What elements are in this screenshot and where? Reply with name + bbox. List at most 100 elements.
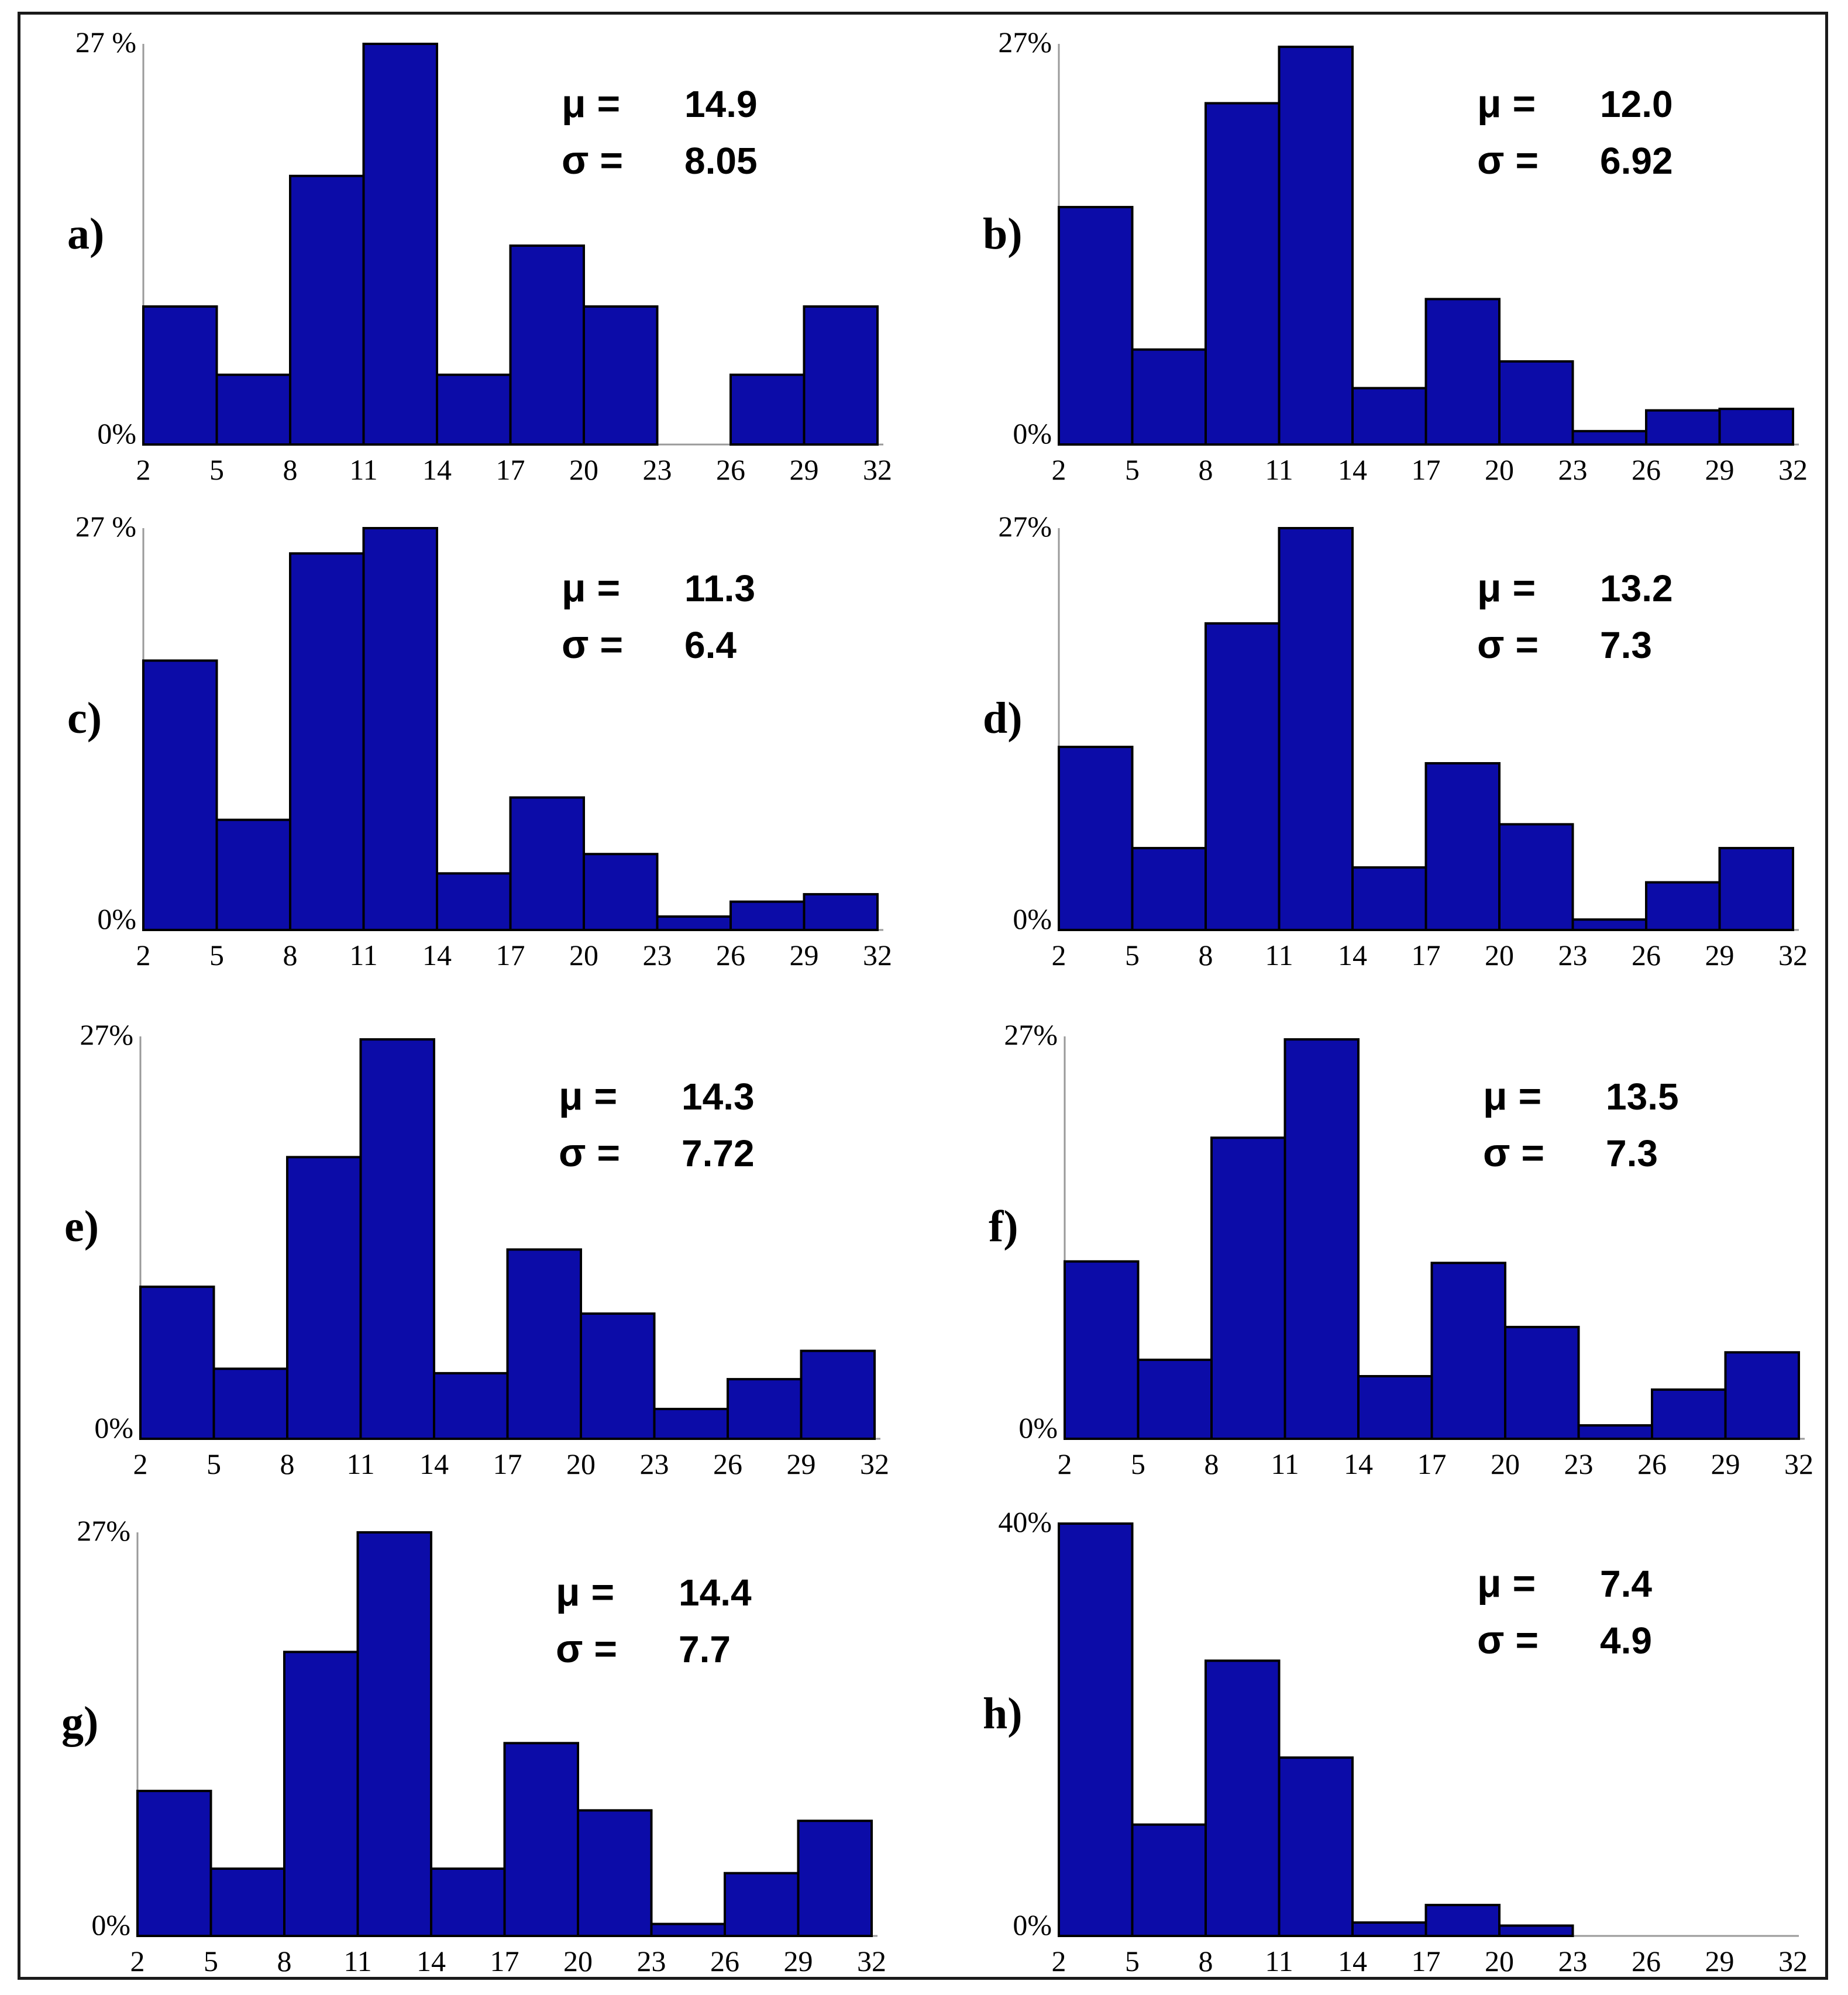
- histogram-bar: [803, 305, 879, 446]
- mu-value: 14.3: [682, 1076, 755, 1118]
- y-max-label: 27%: [77, 1514, 130, 1547]
- mu-label: μ =: [556, 1570, 614, 1614]
- mu-label: μ =: [562, 566, 620, 610]
- x-tick-label: 26: [1632, 1945, 1661, 1977]
- x-tick-label: 20: [569, 453, 598, 486]
- x-tick-label: 17: [1412, 453, 1441, 486]
- x-tick-label: 11: [1271, 1448, 1299, 1480]
- histogram-bar: [142, 305, 218, 446]
- histogram-bar: [729, 373, 806, 446]
- x-tick-label: 11: [343, 1945, 371, 1977]
- histogram-panel-1: 27 % 0%2 5 8 11 14 17 20 23 26 29 32 a) μ = 14.9 σ = 8.0…: [67, 26, 892, 486]
- x-tick-label: 5: [1131, 1448, 1145, 1480]
- x-tick-label: 5: [204, 1945, 218, 1977]
- sigma-value: 7.3: [1600, 624, 1652, 666]
- x-tick-label: 32: [860, 1448, 889, 1480]
- x-tick-label: 11: [349, 453, 377, 486]
- histogram-bar: [583, 853, 659, 931]
- histogram-bar: [1210, 1136, 1286, 1440]
- x-tick-label: 2: [1052, 939, 1066, 971]
- y-max-label: 27%: [1004, 1018, 1058, 1051]
- mu-label: μ =: [562, 81, 620, 126]
- histogram-bar: [729, 900, 806, 931]
- histogram-bar: [1131, 847, 1207, 931]
- histogram-bar: [506, 1248, 582, 1441]
- histogram-bar: [1357, 1374, 1433, 1441]
- x-tick-label: 26: [716, 453, 745, 486]
- x-tick-label: 14: [419, 1448, 449, 1480]
- x-tick-label: 29: [1711, 1448, 1740, 1480]
- histogram-bar: [1424, 298, 1501, 446]
- x-tick-label: 32: [1778, 939, 1808, 971]
- histogram-bar: [289, 174, 365, 446]
- x-tick-label: 32: [863, 939, 892, 971]
- x-tick-label: 14: [1338, 453, 1367, 486]
- y-max-label: 27%: [998, 510, 1052, 543]
- histogram-bar: [1058, 206, 1134, 446]
- histogram-bar: [1718, 408, 1794, 446]
- histogram-bar: [1498, 1924, 1574, 1937]
- mu-label: μ =: [1477, 566, 1536, 610]
- x-tick-label: 8: [283, 453, 298, 486]
- histogram-bar: [797, 1820, 873, 1937]
- histogram-panel-6: 27% 0%2 5 8 11 14 17 20 23 26 29 32 f) μ = 13.5 σ = 7.3: [989, 1018, 1813, 1480]
- sigma-label: σ =: [562, 622, 623, 667]
- x-tick-label: 32: [857, 1945, 886, 1977]
- histogram-bar: [577, 1809, 653, 1937]
- x-tick-label: 29: [790, 453, 819, 486]
- panel-label: c): [67, 694, 102, 743]
- x-tick-label: 26: [716, 939, 745, 971]
- histogram-panel-5: 27% 0%2 5 8 11 14 17 20 23 26 29 32 e) μ = 14.3 σ = 7.72: [64, 1018, 889, 1480]
- histogram-panel-3: 27 % 0%2 5 8 11 14 17 20 23 26 29 32 c) μ = 11.3 σ = 6.4: [67, 510, 892, 971]
- histogram-bar: [727, 1378, 803, 1440]
- histogram-bar: [356, 1531, 432, 1937]
- y-min-label: 0%: [1013, 417, 1052, 450]
- x-tick-label: 23: [640, 1448, 669, 1480]
- sigma-value: 7.72: [682, 1132, 755, 1174]
- histogram-bar: [215, 818, 291, 931]
- y-min-label: 0%: [1013, 902, 1052, 935]
- histogram-bar: [509, 244, 585, 446]
- histogram-bar: [1351, 866, 1427, 931]
- y-max-label: 27 %: [75, 510, 136, 543]
- x-tick-label: 14: [1338, 939, 1367, 971]
- x-tick-label: 17: [1412, 939, 1441, 971]
- sigma-value: 7.3: [1606, 1132, 1658, 1174]
- histogram-bar: [656, 915, 732, 931]
- histogram-bar: [509, 796, 585, 931]
- histogram-bar: [1351, 387, 1427, 446]
- x-tick-label: 8: [277, 1945, 292, 1977]
- y-min-label: 0%: [97, 902, 136, 935]
- y-max-label: 27%: [998, 26, 1052, 58]
- histogram-bar: [142, 659, 218, 931]
- mu-value: 13.5: [1606, 1076, 1679, 1118]
- x-tick-label: 20: [1485, 453, 1514, 486]
- histogram-bar: [800, 1349, 876, 1440]
- sigma-value: 7.7: [679, 1628, 731, 1670]
- x-tick-label: 2: [1058, 1448, 1072, 1480]
- histogram-bar: [1571, 430, 1647, 446]
- y-min-label: 0%: [1018, 1411, 1058, 1444]
- histogram-bar: [1571, 918, 1647, 931]
- x-tick-label: 8: [1199, 939, 1213, 971]
- histogram-bar: [286, 1156, 362, 1441]
- sigma-value: 6.92: [1600, 140, 1673, 182]
- histogram-bar: [650, 1922, 726, 1938]
- histogram-bar: [1498, 360, 1574, 446]
- mu-label: μ =: [1477, 81, 1536, 126]
- x-tick-label: 17: [1412, 1945, 1441, 1977]
- histogram-bar: [136, 1790, 212, 1937]
- histogram-bar: [209, 1867, 285, 1937]
- histogram-bar: [1651, 1388, 1727, 1441]
- mu-value: 14.4: [679, 1572, 752, 1614]
- histogram-bar: [433, 1372, 509, 1441]
- y-min-label: 0%: [91, 1908, 130, 1941]
- histogram-bar: [503, 1742, 579, 1937]
- y-min-label: 0%: [1013, 1908, 1052, 1941]
- x-tick-label: 23: [1558, 1945, 1588, 1977]
- x-tick-label: 8: [1205, 1448, 1219, 1480]
- sigma-value: 4.9: [1600, 1620, 1652, 1662]
- histogram-bar: [1058, 1522, 1134, 1937]
- x-tick-label: 17: [496, 453, 525, 486]
- histogram-bar: [1577, 1424, 1653, 1440]
